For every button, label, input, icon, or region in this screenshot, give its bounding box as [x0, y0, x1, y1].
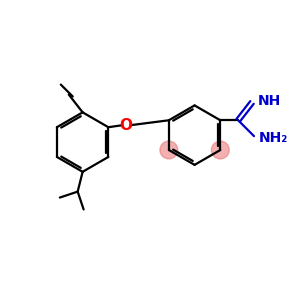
- Text: O: O: [120, 118, 133, 133]
- Circle shape: [212, 141, 229, 159]
- Circle shape: [160, 141, 178, 159]
- Text: NH: NH: [258, 94, 281, 109]
- Text: NH₂: NH₂: [259, 131, 288, 145]
